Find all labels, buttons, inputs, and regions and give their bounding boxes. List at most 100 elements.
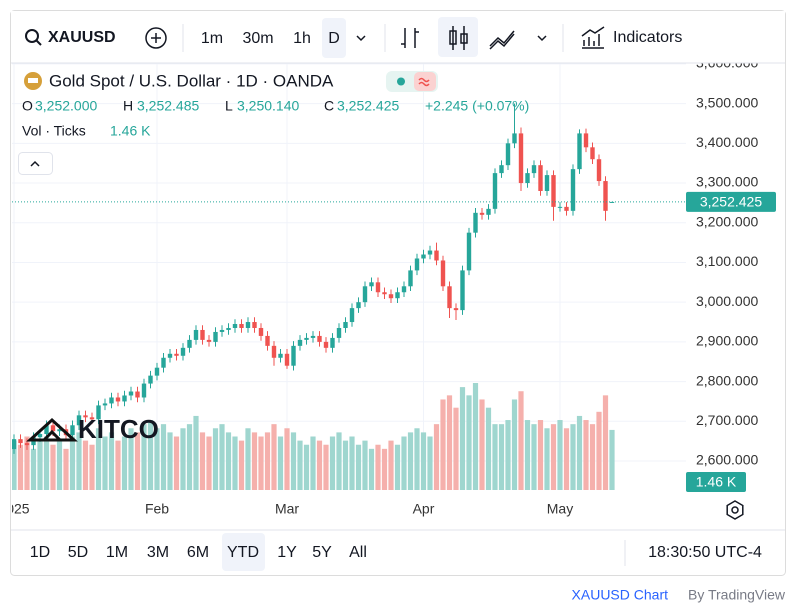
candle-body [401, 286, 407, 293]
volume-bar [394, 444, 401, 490]
candle-body [18, 439, 23, 444]
volume-bar [609, 429, 615, 490]
volume-bar [414, 428, 420, 490]
range-button[interactable]: 1Y [277, 544, 297, 561]
candle-body [453, 308, 459, 311]
candle-body [447, 286, 452, 309]
candle-body [226, 327, 231, 330]
volume-bar [563, 428, 570, 490]
volume-bar [381, 448, 388, 490]
range-button[interactable]: 1M [106, 544, 128, 561]
range-button[interactable]: 5Y [312, 544, 332, 561]
volume-bar [596, 411, 602, 490]
volume-bar [524, 420, 531, 490]
volume-bar [453, 407, 459, 490]
candle-body [258, 327, 264, 336]
candle-body [252, 322, 257, 328]
range-button[interactable]: 1D [30, 544, 50, 561]
range-button[interactable]: YTD [227, 544, 259, 561]
volume-badge [686, 472, 746, 492]
candle-body [343, 322, 348, 328]
y-tick-label: 2,700.000 [696, 412, 758, 428]
volume-bar [232, 436, 238, 490]
bars-style[interactable] [401, 28, 419, 48]
volume-bar [433, 424, 440, 490]
volume-bar [505, 420, 511, 490]
volume-bar [30, 448, 37, 490]
candle-body [154, 367, 160, 376]
chart-link[interactable]: XAUUSD Chart [572, 587, 669, 603]
range-button[interactable]: All [349, 544, 367, 561]
interval[interactable]: 1h [293, 30, 311, 47]
attribution: By TradingView [688, 587, 786, 603]
volume-bar [147, 420, 154, 490]
indicators[interactable]: Indicators [613, 29, 682, 46]
candle-body [486, 208, 491, 215]
y-tick-label: 3,000.000 [696, 293, 758, 309]
volume-bar [82, 440, 89, 490]
candle-body [174, 353, 179, 356]
interval[interactable]: 1m [201, 30, 223, 47]
candle-body [603, 181, 608, 211]
candle-body [408, 270, 413, 287]
ohlc-key: C [324, 98, 334, 114]
volume-bar [160, 424, 167, 490]
compare-button[interactable] [145, 27, 167, 49]
candle-body [336, 327, 342, 338]
range-button[interactable]: 5D [68, 544, 88, 561]
candle-body [128, 391, 134, 396]
volume-bar [388, 440, 394, 490]
interval[interactable]: D [328, 30, 340, 47]
volume-bar [12, 440, 17, 490]
candle-body [50, 425, 56, 432]
volume-value: 1.46 K [110, 123, 151, 139]
ohlc-value: 3,252.485 [137, 98, 199, 114]
volume-bar [329, 436, 336, 490]
candles-style[interactable] [449, 26, 468, 50]
interval-menu[interactable] [356, 35, 366, 42]
volume-bar [362, 440, 368, 490]
candle-body [499, 165, 504, 174]
candle-body [148, 375, 153, 384]
volume-bar [95, 428, 102, 490]
symbol[interactable]: XAUUSD [48, 29, 116, 46]
volume-bar [37, 440, 43, 490]
candle-body [304, 337, 309, 340]
volume-bar [531, 424, 537, 490]
candle-body [583, 133, 589, 148]
market-status [397, 77, 405, 86]
axes: 2,600.000 2,700.000 2,800.000 2,900.000 3,00… [12, 55, 776, 517]
candle-body [167, 353, 173, 358]
y-tick-label: 2,800.000 [696, 372, 758, 388]
candle-body [83, 415, 88, 418]
settings[interactable] [726, 500, 744, 520]
volume-bar [511, 399, 518, 490]
candle-body [122, 395, 127, 402]
range-buttons: 1D 5D 1M 3M 6M YTD 1Y 5Y All [30, 544, 367, 561]
candle-body [473, 212, 478, 233]
volume-bar [420, 432, 427, 490]
candle-body [193, 329, 199, 340]
interval[interactable]: 30m [242, 30, 273, 47]
volume-bar [258, 436, 264, 490]
indicators-icon[interactable] [581, 26, 605, 49]
volume-bar [50, 444, 56, 490]
volume-bar [108, 432, 115, 490]
volume-bar [557, 420, 563, 490]
volume-bar [69, 436, 76, 490]
style-menu[interactable] [537, 35, 547, 42]
range-button[interactable]: 6M [187, 544, 209, 561]
search-icon[interactable] [25, 29, 42, 46]
range-button[interactable]: 3M [147, 544, 169, 561]
volume-bar [251, 432, 258, 490]
candle-body [89, 417, 95, 420]
candle-body [70, 425, 75, 436]
volume-bar [128, 428, 134, 490]
candle-body [466, 232, 472, 271]
candle-body [310, 335, 316, 338]
collapse-icon [30, 160, 40, 167]
candle-body [265, 335, 270, 346]
area-style[interactable] [489, 30, 515, 50]
candle-body [115, 397, 121, 402]
